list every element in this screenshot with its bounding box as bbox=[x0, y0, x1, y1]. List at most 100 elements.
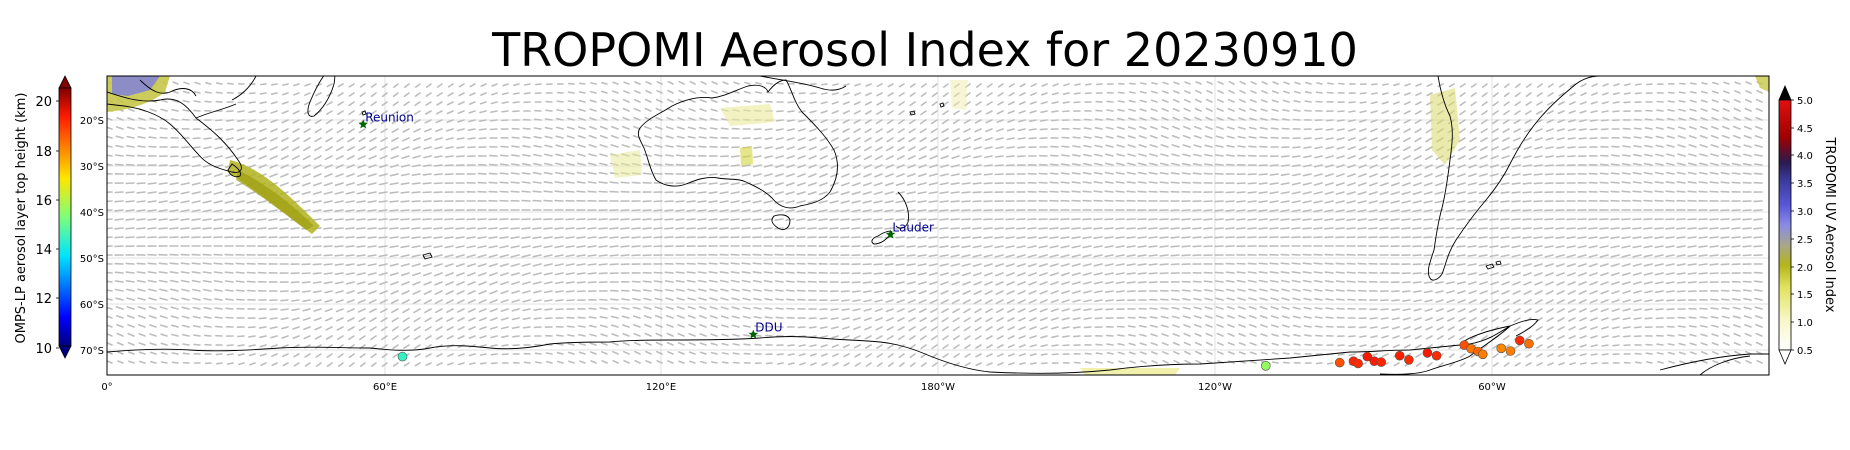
wind-arrow bbox=[1225, 236, 1235, 239]
wind-arrow bbox=[1139, 117, 1147, 121]
wind-arrow bbox=[733, 81, 740, 85]
wind-arrow bbox=[930, 128, 938, 134]
omps-lp-point bbox=[1362, 351, 1373, 362]
wind-arrow bbox=[996, 344, 1004, 349]
wind-arrow bbox=[225, 155, 234, 159]
wind-arrow bbox=[1709, 245, 1719, 248]
right-colorbar-tick: 1.5 bbox=[1797, 290, 1813, 301]
wind-arrow bbox=[115, 126, 124, 130]
wind-arrow bbox=[1481, 110, 1488, 116]
wind-arrow bbox=[1291, 218, 1301, 221]
wind-arrow bbox=[1379, 227, 1389, 230]
wind-arrow bbox=[1093, 281, 1103, 285]
wind-arrow bbox=[1071, 245, 1081, 249]
wind-arrow bbox=[433, 164, 443, 167]
wind-arrow bbox=[370, 110, 377, 116]
wind-arrow bbox=[786, 137, 795, 141]
wind-arrow bbox=[1258, 191, 1268, 194]
wind-arrow bbox=[334, 254, 344, 257]
wind-arrow bbox=[876, 101, 883, 106]
wind-arrow bbox=[182, 99, 190, 103]
wind-arrow bbox=[1357, 218, 1367, 221]
wind-arrow bbox=[1346, 191, 1356, 195]
wind-arrow bbox=[158, 209, 168, 212]
wind-arrow bbox=[984, 281, 993, 286]
wind-arrow bbox=[622, 324, 630, 328]
wind-arrow bbox=[1214, 236, 1224, 239]
wind-arrow bbox=[622, 332, 630, 337]
wind-arrow bbox=[1392, 128, 1400, 133]
wind-arrow bbox=[620, 245, 630, 248]
wind-arrow bbox=[645, 89, 652, 94]
wind-arrow bbox=[840, 182, 850, 187]
wind-arrow bbox=[1545, 299, 1554, 305]
wind-arrow bbox=[390, 146, 399, 151]
wind-arrow bbox=[1423, 227, 1433, 230]
wind-arrow bbox=[1491, 317, 1499, 323]
wind-arrow bbox=[1249, 99, 1257, 103]
wind-arrow bbox=[1236, 218, 1246, 221]
wind-arrow bbox=[1423, 254, 1433, 257]
wind-arrow bbox=[1027, 245, 1037, 249]
wind-arrow bbox=[1115, 281, 1125, 285]
wind-arrow bbox=[1701, 360, 1708, 364]
wind-arrow bbox=[1170, 227, 1180, 230]
wind-arrow bbox=[304, 83, 311, 87]
wind-arrow bbox=[623, 81, 630, 85]
wind-arrow bbox=[148, 145, 157, 148]
wind-arrow bbox=[851, 281, 861, 284]
wind-arrow bbox=[1698, 181, 1708, 184]
wind-arrow bbox=[940, 290, 949, 295]
aerosol-index-plumes bbox=[107, 76, 1769, 375]
wind-arrow bbox=[1105, 126, 1114, 130]
wind-arrow bbox=[1403, 344, 1411, 349]
wind-arrow bbox=[578, 108, 586, 112]
wind-arrow bbox=[1568, 326, 1576, 331]
wind-arrow bbox=[158, 173, 168, 176]
wind-arrow bbox=[764, 146, 773, 150]
wind-arrow bbox=[1676, 236, 1686, 239]
wind-arrow bbox=[1731, 289, 1741, 292]
wind-arrow bbox=[1148, 171, 1158, 175]
wind-arrow bbox=[1545, 272, 1554, 277]
wind-arrow bbox=[785, 191, 795, 195]
wind-arrow bbox=[1172, 99, 1180, 103]
wind-arrow bbox=[1302, 191, 1312, 195]
wind-arrow bbox=[107, 271, 113, 274]
wind-arrow bbox=[257, 200, 267, 204]
right-colorbar-tick: 5.0 bbox=[1797, 96, 1813, 107]
wind-arrow bbox=[742, 324, 751, 328]
wind-arrow bbox=[763, 227, 773, 230]
wind-arrow bbox=[1271, 342, 1279, 346]
wind-arrow bbox=[1259, 127, 1268, 130]
wind-arrow bbox=[1029, 101, 1037, 105]
wind-arrow bbox=[942, 344, 949, 350]
wind-arrow bbox=[1524, 335, 1532, 341]
wind-arrow bbox=[864, 335, 872, 340]
wind-arrow bbox=[1599, 163, 1609, 166]
wind-arrow bbox=[1292, 155, 1301, 158]
wind-arrow bbox=[1699, 307, 1708, 310]
wind-arrow bbox=[972, 236, 982, 239]
wind-arrow bbox=[752, 271, 762, 274]
wind-arrow bbox=[1238, 332, 1246, 337]
wind-arrow bbox=[919, 326, 927, 332]
wind-arrow bbox=[917, 191, 927, 195]
wind-arrow bbox=[863, 173, 872, 178]
wind-arrow bbox=[1159, 181, 1169, 184]
wind-arrow bbox=[1192, 236, 1202, 239]
wind-arrow bbox=[1105, 308, 1114, 311]
wind-arrow bbox=[565, 181, 575, 184]
wind-arrow bbox=[422, 218, 432, 221]
wind-arrow bbox=[554, 263, 564, 267]
wind-arrow bbox=[488, 181, 498, 184]
wind-arrow bbox=[457, 362, 465, 366]
wind-arrow bbox=[664, 200, 674, 203]
wind-arrow bbox=[1105, 144, 1114, 148]
wind-arrow bbox=[1192, 227, 1202, 230]
wind-arrow bbox=[499, 254, 509, 258]
wind-arrow bbox=[1734, 350, 1741, 355]
wind-arrow bbox=[1271, 333, 1279, 337]
wind-arrow bbox=[1558, 83, 1565, 88]
wind-arrow bbox=[1655, 126, 1664, 130]
